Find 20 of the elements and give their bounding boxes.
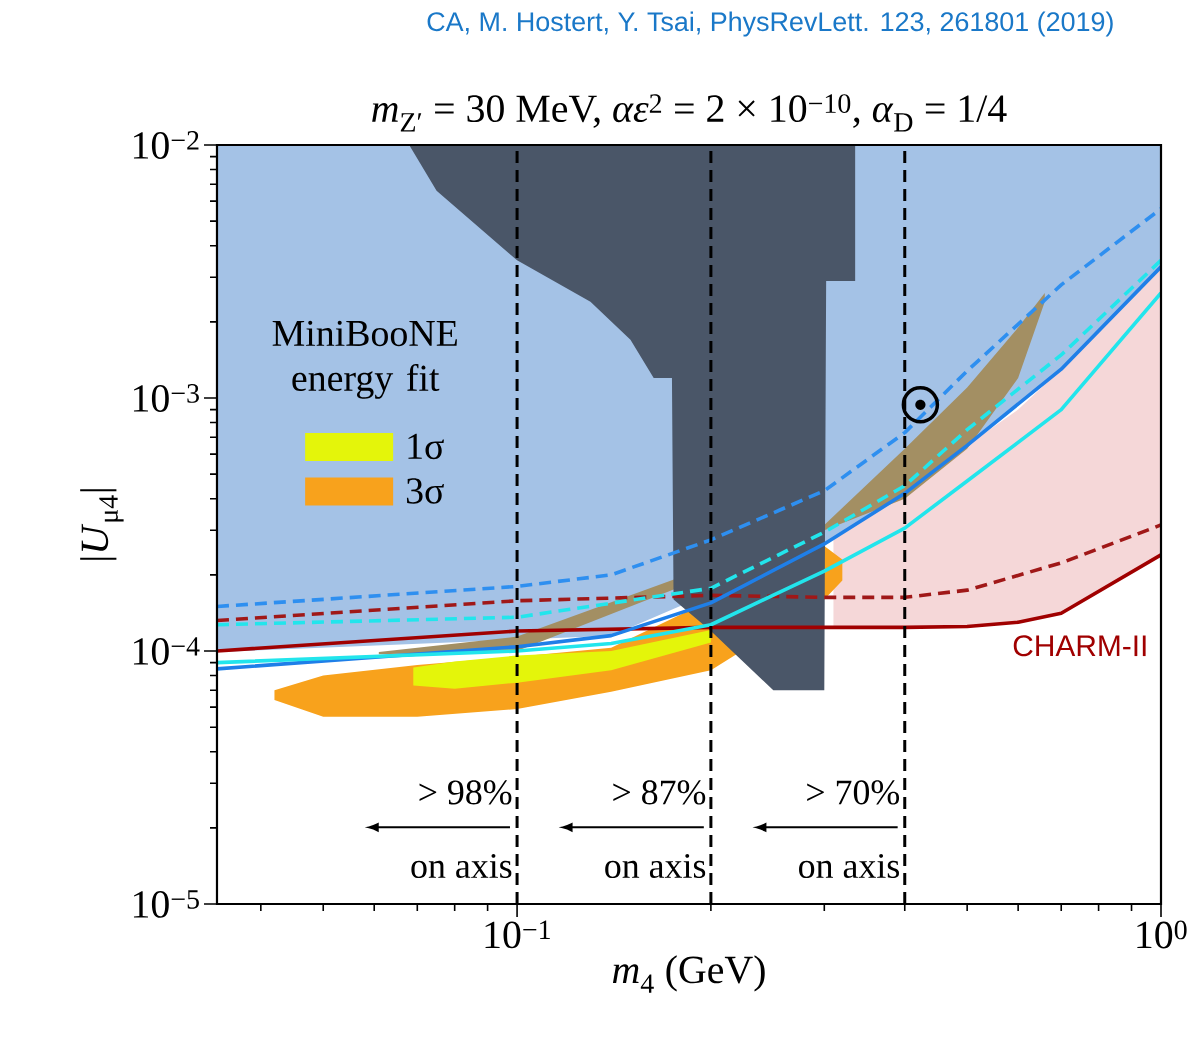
series-label: CHARM-II <box>1013 635 1146 657</box>
annotation: > 98% <box>419 780 512 805</box>
y-tick-label: 10$^{−3}$ <box>133 384 199 412</box>
y-tick-label: 10$^{−4}$ <box>133 637 200 665</box>
annotation: > 87% <box>613 780 706 805</box>
y-tick-label: 10$^{−2}$ <box>133 131 199 159</box>
chart-title: m$_{Z′}$ = 30 MeV, αε$^{2}$ = 2 × 10$^{−10}$, α$_{D}$ = 1/4 <box>372 94 1007 132</box>
x-tick-label: 10$^{−1}$ <box>485 920 550 949</box>
legend-title: MiniBooNE energy fit <box>272 320 457 399</box>
y-tick-label: 10$^{−5}$ <box>133 890 199 918</box>
chart-subtitle: CA, M. Hostert, Y. Tsai, PhysRevLett. 123, 261801 (2019) <box>427 11 1113 37</box>
legend-label: 3σ <box>406 478 444 504</box>
x-tick-label: 10$^{0}$ <box>1137 920 1187 949</box>
legend-label: 1σ <box>408 433 444 460</box>
x-axis-title: m$_{4}$ (GeV) <box>612 955 765 993</box>
annotation: on axis <box>411 854 512 879</box>
annotation: > 70% <box>807 780 900 805</box>
annotation: on axis <box>605 854 706 879</box>
y-axis-title: |U$_{μ4}$| <box>80 489 124 560</box>
annotation: on axis <box>799 854 899 879</box>
